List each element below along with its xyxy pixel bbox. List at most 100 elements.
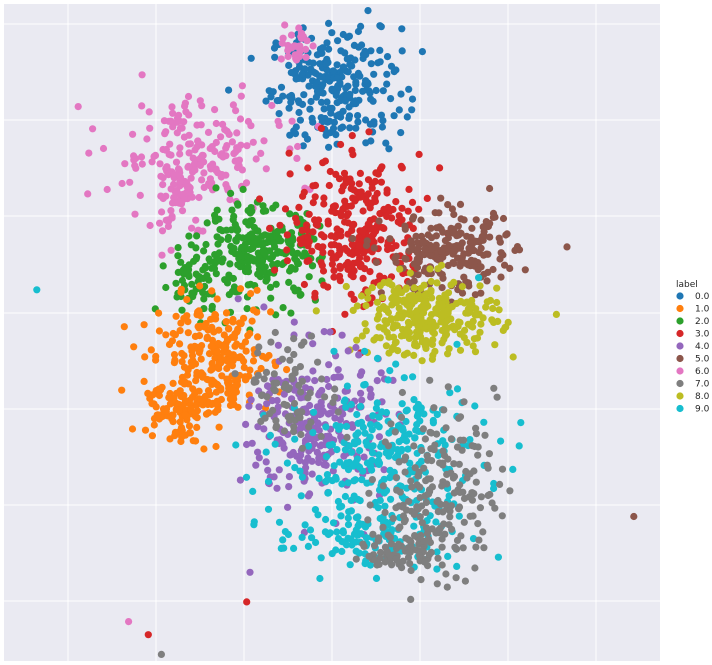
- scatter-point: [120, 323, 128, 331]
- scatter-point: [319, 159, 327, 167]
- scatter-point: [395, 106, 403, 114]
- scatter-point: [240, 314, 248, 322]
- scatter-point: [325, 361, 333, 369]
- scatter-point: [460, 299, 468, 307]
- legend-label: 4.0: [695, 342, 710, 352]
- scatter-point: [264, 466, 272, 474]
- scatter-point: [416, 333, 425, 341]
- scatter-point: [341, 492, 349, 501]
- scatter-point: [493, 393, 501, 401]
- scatter-point: [332, 131, 340, 139]
- scatter-point: [352, 124, 360, 132]
- scatter-point: [193, 423, 201, 431]
- scatter-point: [497, 249, 505, 257]
- scatter-point: [364, 516, 372, 524]
- legend-label: 2.0: [695, 317, 710, 327]
- scatter-point: [147, 346, 155, 354]
- scatter-point: [285, 149, 293, 157]
- scatter-point: [169, 123, 177, 131]
- legend-label: 6.0: [695, 367, 710, 377]
- scatter-point: [185, 422, 194, 430]
- scatter-point: [407, 239, 415, 247]
- scatter-point: [476, 328, 484, 336]
- scatter-point: [298, 444, 307, 452]
- scatter-point: [422, 498, 430, 507]
- scatter-point: [283, 366, 291, 374]
- scatter-point: [297, 492, 305, 500]
- scatter-point: [252, 155, 260, 163]
- scatter-point: [175, 406, 183, 414]
- scatter-point: [376, 496, 384, 505]
- scatter-point: [503, 230, 511, 238]
- scatter-point: [399, 557, 407, 565]
- scatter-point: [322, 423, 330, 431]
- scatter-point: [305, 273, 313, 281]
- scatter-point: [200, 295, 208, 303]
- scatter-point: [230, 283, 238, 291]
- scatter-point: [168, 103, 176, 111]
- scatter-point: [234, 200, 242, 208]
- scatter-point: [434, 508, 442, 516]
- scatter-point: [426, 252, 435, 260]
- scatter-point: [341, 446, 349, 454]
- scatter-point: [353, 410, 361, 419]
- scatter-point: [447, 469, 455, 477]
- scatter-point: [274, 260, 282, 268]
- scatter-point: [490, 479, 498, 488]
- scatter-point: [457, 258, 465, 267]
- scatter-point: [240, 357, 248, 365]
- scatter-point: [373, 298, 381, 306]
- scatter-point: [221, 276, 229, 284]
- scatter-point: [162, 283, 170, 292]
- scatter-point: [447, 435, 455, 443]
- scatter-point: [317, 554, 325, 562]
- scatter-point: [234, 295, 242, 303]
- scatter-point: [203, 333, 211, 341]
- scatter-point: [344, 347, 352, 355]
- scatter-point: [332, 475, 340, 483]
- scatter-point: [430, 404, 438, 412]
- scatter-point: [146, 221, 154, 230]
- scatter-point: [373, 399, 381, 407]
- scatter-point: [187, 343, 195, 351]
- scatter-point: [458, 283, 466, 291]
- scatter-point: [258, 257, 267, 265]
- scatter-point: [491, 213, 499, 221]
- scatter-point: [296, 467, 304, 475]
- scatter-point: [290, 318, 298, 326]
- scatter-point: [228, 138, 236, 146]
- scatter-point: [382, 342, 390, 350]
- scatter-point: [351, 197, 359, 205]
- scatter-point: [398, 564, 406, 572]
- scatter-point: [371, 177, 379, 185]
- scatter-point: [170, 351, 179, 359]
- scatter-point: [348, 250, 357, 258]
- scatter-point: [341, 310, 349, 318]
- scatter-point: [324, 475, 332, 483]
- scatter-point: [176, 144, 184, 152]
- scatter-point: [491, 341, 499, 349]
- scatter-point: [156, 219, 164, 227]
- scatter-point: [344, 466, 353, 474]
- scatter-point: [477, 263, 485, 271]
- scatter-point: [354, 513, 362, 521]
- scatter-point: [379, 224, 387, 232]
- scatter-point: [337, 124, 345, 132]
- scatter-point: [362, 77, 370, 85]
- scatter-point: [266, 431, 274, 439]
- scatter-point: [369, 412, 377, 420]
- scatter-point: [431, 441, 439, 449]
- scatter-point: [233, 129, 241, 137]
- scatter-point: [162, 407, 170, 416]
- scatter-point: [212, 442, 220, 451]
- scatter-point: [189, 437, 197, 445]
- scatter-point: [185, 183, 193, 191]
- scatter-point: [406, 548, 414, 556]
- scatter-point: [359, 423, 367, 431]
- scatter-point: [337, 512, 345, 520]
- scatter-point: [469, 342, 477, 350]
- scatter-point: [334, 408, 342, 416]
- scatter-point: [222, 318, 230, 326]
- scatter-point: [393, 322, 401, 330]
- scatter-point: [188, 351, 197, 360]
